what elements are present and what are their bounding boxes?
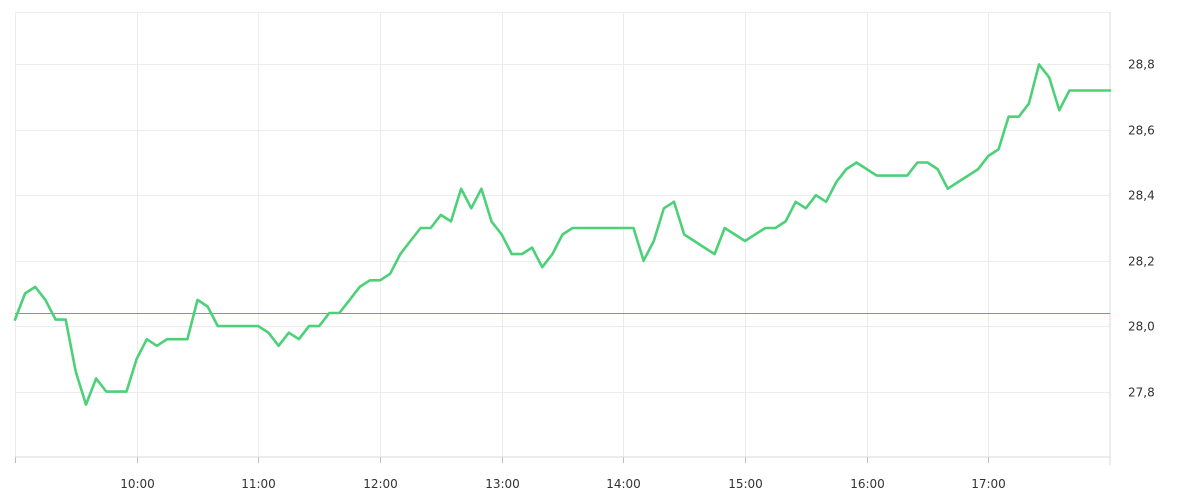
y-tick-label: 28,6 xyxy=(1128,124,1155,138)
x-tick-label: 17:00 xyxy=(971,477,1006,491)
y-tick-label: 28,4 xyxy=(1128,189,1155,203)
series-layer xyxy=(13,63,1112,406)
x-tick-label: 10:00 xyxy=(120,477,155,491)
x-tick-label: 16:00 xyxy=(850,477,885,491)
y-tick-label: 27,8 xyxy=(1128,386,1155,400)
y-tick-label: 28,0 xyxy=(1128,320,1155,334)
x-tick-label: 13:00 xyxy=(485,477,520,491)
x-tick-labels: 10:00 11:00 12:00 13:00 14:00 15:00 16:00 17:00 xyxy=(120,477,1006,491)
y-tick-label: 28,2 xyxy=(1128,255,1155,269)
x-tick-label: 14:00 xyxy=(606,477,641,491)
y-tick-label: 28,8 xyxy=(1128,58,1155,72)
grid xyxy=(15,12,1110,463)
x-tick-label: 15:00 xyxy=(728,477,763,491)
y-tick-labels: 27,8 28,0 28,2 28,4 28,6 28,8 xyxy=(1128,58,1155,400)
price-series-line xyxy=(13,63,1112,406)
axes xyxy=(15,12,1111,465)
x-tick-label: 11:00 xyxy=(241,477,276,491)
x-tick-label: 12:00 xyxy=(363,477,398,491)
